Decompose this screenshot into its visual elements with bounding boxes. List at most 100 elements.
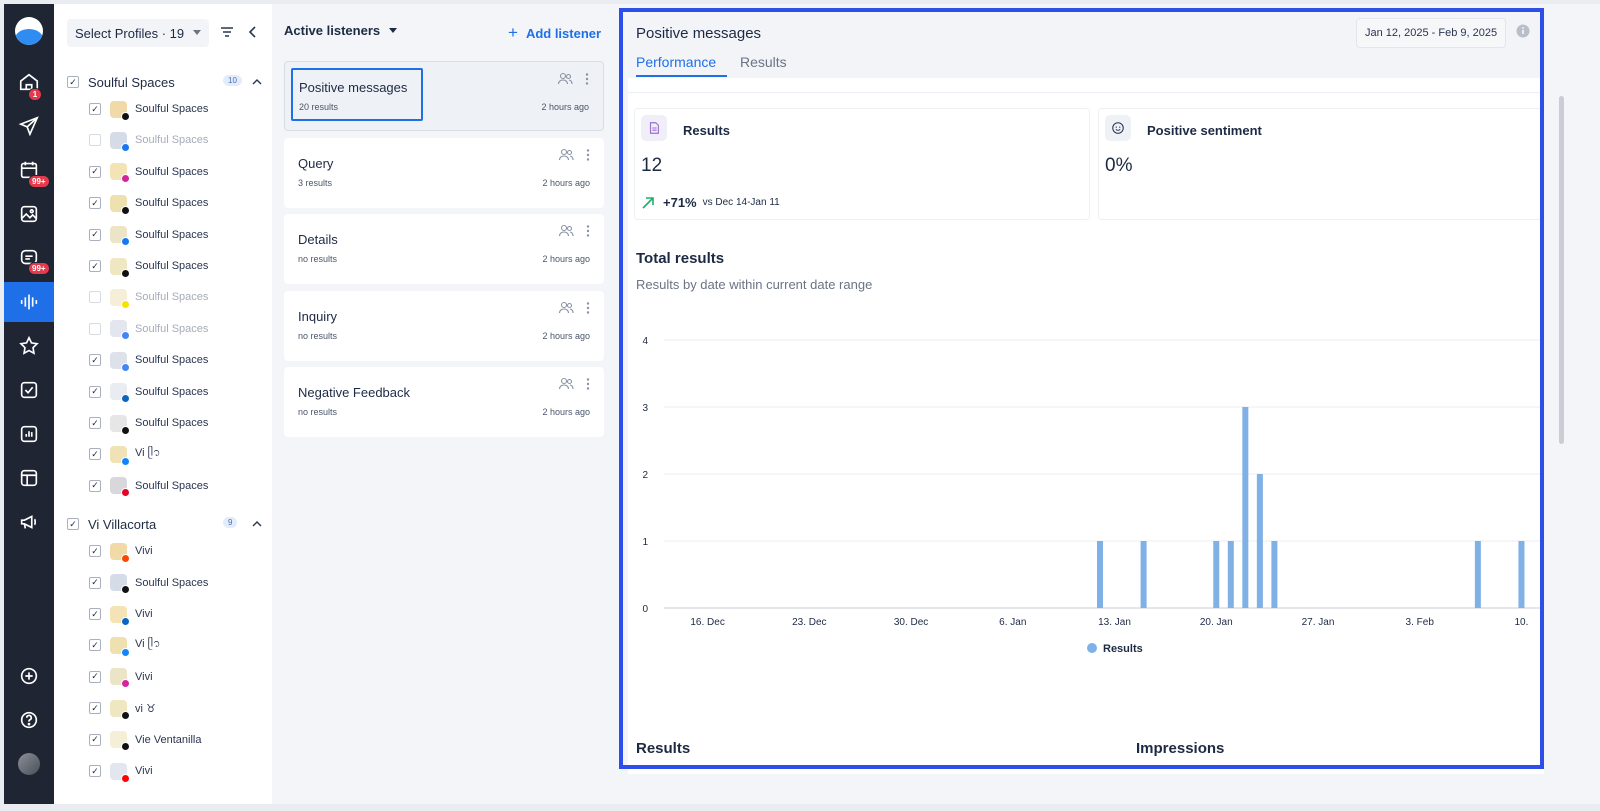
profile-item[interactable]: ✓ Vi ᥫ᭡: [89, 442, 269, 466]
analytics-icon[interactable]: [4, 414, 54, 454]
tiktok-icon: [121, 710, 130, 720]
profile-item[interactable]: ✓ Soulful Spaces: [89, 160, 269, 184]
profile-item[interactable]: ✓ Vi ᥫ᭡: [89, 633, 269, 657]
profile-checkbox[interactable]: ✓: [89, 733, 101, 746]
star-icon[interactable]: [4, 326, 54, 366]
profile-checkbox[interactable]: ✓: [89, 260, 101, 272]
tab-performance[interactable]: Performance: [636, 54, 717, 70]
listening-icon[interactable]: [4, 282, 54, 322]
profile-item[interactable]: ✓ Vie Ventanilla: [89, 728, 269, 752]
chevron-up-icon[interactable]: [251, 518, 263, 530]
add-listener-button[interactable]: + Add listener: [508, 23, 601, 43]
profile-item[interactable]: ✓ Vivi: [89, 602, 269, 626]
date-range-picker[interactable]: Jan 12, 2025 - Feb 9, 2025: [1356, 18, 1507, 48]
profile-checkbox[interactable]: ✓: [89, 228, 101, 241]
add-listener-label: Add listener: [525, 25, 602, 41]
profile-checkbox[interactable]: ✓: [89, 385, 101, 398]
team-icon[interactable]: [558, 224, 574, 238]
y-tick-label: 2: [642, 470, 648, 481]
active-listeners-dropdown[interactable]: Active listeners: [284, 23, 398, 38]
impressions-section-title: Impressions: [1136, 740, 1225, 757]
chevron-up-icon[interactable]: [251, 76, 263, 88]
profile-item[interactable]: ✓ Soulful Spaces: [89, 191, 269, 215]
profile-checkbox[interactable]: ✓: [89, 765, 101, 777]
results-bar: [1097, 541, 1103, 608]
more-options-icon[interactable]: [586, 224, 590, 238]
select-profiles-dropdown[interactable]: Select Profiles · 19: [67, 19, 209, 47]
app-logo[interactable]: [15, 17, 43, 45]
profile-avatar: [110, 351, 130, 372]
listener-card[interactable]: Positive messages 20 results 2 hours ago: [284, 61, 604, 131]
bluesky-icon: [121, 647, 130, 657]
layout-icon[interactable]: [4, 458, 54, 498]
team-icon[interactable]: [558, 301, 574, 315]
profile-checkbox[interactable]: ✓: [89, 134, 101, 147]
listener-card[interactable]: Negative Feedback no results 2 hours ago: [284, 367, 604, 437]
profile-checkbox[interactable]: ✓: [89, 479, 101, 492]
tab-results[interactable]: Results: [740, 54, 787, 70]
team-icon[interactable]: [558, 148, 574, 162]
team-icon[interactable]: [558, 377, 574, 391]
profile-item[interactable]: ✓ Soulful Spaces: [89, 97, 269, 121]
profile-item[interactable]: ✓ Soulful Spaces: [89, 571, 269, 595]
team-icon[interactable]: [557, 72, 573, 86]
google-business-icon: [121, 331, 130, 341]
profile-checkbox[interactable]: ✓: [89, 702, 101, 715]
profile-item[interactable]: ✓ vi ♉︎: [89, 696, 269, 720]
profile-item[interactable]: ✓ Soulful Spaces: [89, 128, 269, 152]
group-checkbox[interactable]: ✓: [67, 518, 79, 531]
tasks-icon[interactable]: [4, 370, 54, 410]
profile-item[interactable]: ✓ Soulful Spaces: [89, 380, 269, 404]
profile-checkbox[interactable]: ✓: [89, 322, 101, 335]
group-checkbox[interactable]: ✓: [67, 76, 79, 88]
profile-item[interactable]: ✓ Soulful Spaces: [89, 254, 269, 278]
profile-item[interactable]: ✓ Soulful Spaces: [89, 411, 269, 435]
results-bar: [1213, 541, 1220, 608]
profile-avatar: [110, 163, 130, 184]
profile-item[interactable]: ✓ Vivi: [89, 759, 269, 783]
profile-checkbox[interactable]: ✓: [89, 103, 101, 115]
megaphone-icon[interactable]: [4, 502, 54, 542]
send-icon[interactable]: [4, 106, 54, 146]
filter-icon[interactable]: [219, 24, 235, 40]
more-options-icon[interactable]: [586, 301, 590, 315]
inbox-badge: 99+: [28, 262, 50, 275]
youtube-icon: [121, 773, 130, 783]
x-tick-label: 10.: [1515, 617, 1529, 628]
home-icon[interactable]: [4, 62, 54, 102]
profile-checkbox[interactable]: ✓: [89, 354, 101, 367]
profile-item[interactable]: ✓ Vivi: [89, 665, 269, 689]
profile-checkbox[interactable]: ✓: [89, 670, 101, 683]
more-options-icon[interactable]: [586, 148, 590, 162]
profile-checkbox[interactable]: ✓: [89, 197, 101, 210]
profile-item[interactable]: ✓ Soulful Spaces: [89, 348, 269, 372]
profile-checkbox[interactable]: ✓: [89, 165, 101, 178]
help-icon[interactable]: [4, 700, 54, 740]
listener-card[interactable]: Query 3 results 2 hours ago: [284, 137, 604, 208]
info-icon[interactable]: [1516, 24, 1530, 38]
profile-item[interactable]: ✓ Soulful Spaces: [89, 223, 269, 247]
media-library-icon[interactable]: [4, 194, 54, 234]
profile-checkbox[interactable]: ✓: [89, 448, 101, 461]
more-options-icon[interactable]: [586, 377, 590, 391]
scrollbar[interactable]: [1559, 96, 1564, 444]
more-options-icon[interactable]: [585, 72, 589, 86]
listener-card[interactable]: Details no results 2 hours ago: [284, 214, 604, 284]
listener-card[interactable]: Inquiry no results 2 hours ago: [284, 290, 604, 361]
profile-group[interactable]: ✓ Vi Villacorta 9: [67, 514, 267, 534]
profile-checkbox[interactable]: ✓: [89, 417, 101, 429]
profile-group[interactable]: ✓ Soulful Spaces 10: [67, 72, 267, 92]
profile-item[interactable]: ✓ Soulful Spaces: [89, 474, 269, 498]
add-icon[interactable]: [4, 656, 54, 696]
collapse-panel-icon[interactable]: [245, 24, 261, 40]
profile-item[interactable]: ✓ Soulful Spaces: [89, 317, 269, 341]
profile-checkbox[interactable]: ✓: [89, 545, 101, 558]
profile-checkbox[interactable]: ✓: [89, 291, 101, 304]
profile-checkbox[interactable]: ✓: [89, 576, 101, 589]
profile-checkbox[interactable]: ✓: [89, 608, 101, 620]
profile-checkbox[interactable]: ✓: [89, 639, 101, 652]
user-avatar[interactable]: [18, 753, 40, 775]
profile-item[interactable]: ✓ Vivi: [89, 539, 269, 563]
x-tick-label: 23. Dec: [792, 617, 826, 628]
profile-item[interactable]: ✓ Soulful Spaces: [89, 285, 269, 309]
